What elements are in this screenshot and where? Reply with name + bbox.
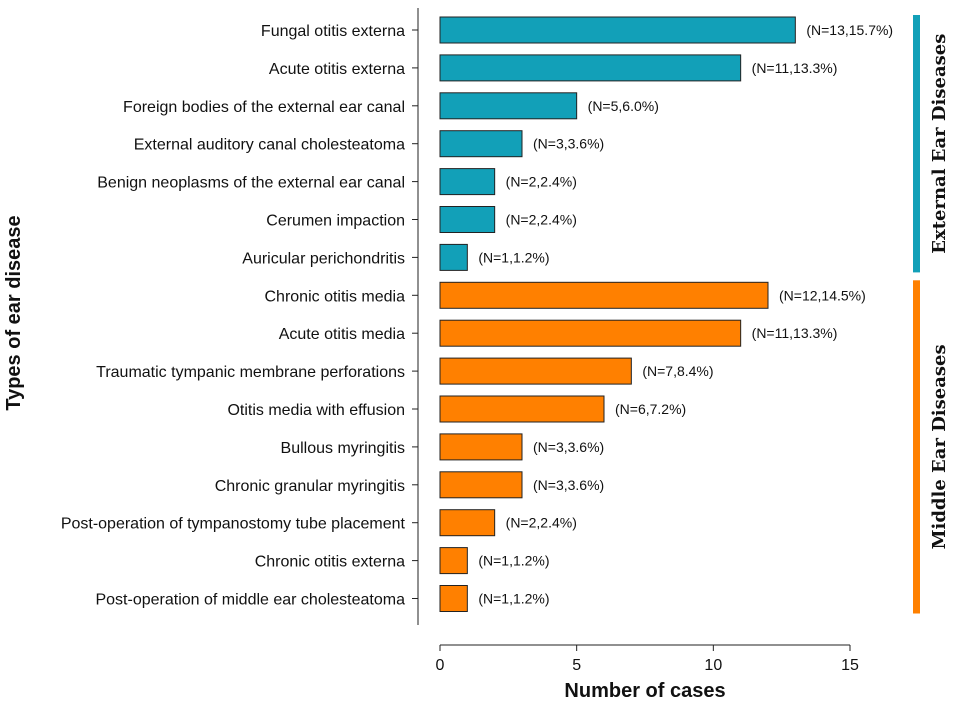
group-bracket xyxy=(913,280,920,614)
bar xyxy=(439,168,496,196)
category-label: Fungal otitis externa xyxy=(261,23,405,40)
category-label: Benign neoplasms of the external ear can… xyxy=(97,175,405,192)
bar xyxy=(439,54,742,82)
category-label: Cerumen impaction xyxy=(266,213,405,230)
category-label: Post-operation of tympanostomy tube plac… xyxy=(61,516,406,533)
data-label: (N=3,3.6%) xyxy=(533,477,604,493)
data-label: (N=2,2.4%) xyxy=(506,515,577,531)
data-label: (N=11,13.3%) xyxy=(752,325,838,341)
x-axis-title: Number of cases xyxy=(564,680,725,702)
category-label: Chronic otitis externa xyxy=(255,554,405,571)
data-label: (N=3,3.6%) xyxy=(533,136,604,152)
bar xyxy=(439,547,468,575)
category-label: Bullous myringitis xyxy=(281,440,405,457)
x-tick-label: 15 xyxy=(841,657,859,674)
data-label: (N=6,7.2%) xyxy=(615,401,686,417)
bar xyxy=(439,16,796,44)
bar xyxy=(439,471,523,499)
data-label: (N=1,1.2%) xyxy=(478,591,549,607)
data-label: (N=5,6.0%) xyxy=(588,98,659,114)
ticks-layer: 0 5 10 15 xyxy=(412,29,859,674)
group-title: External Ear Diseases xyxy=(929,34,950,254)
data-label: (N=3,3.6%) xyxy=(533,439,604,455)
x-tick-label: 10 xyxy=(704,657,722,674)
category-label: Otitis media with effusion xyxy=(227,402,405,419)
category-label: Acute otitis externa xyxy=(269,61,405,78)
data-label: (N=1,1.2%) xyxy=(478,249,549,265)
y-axis-title: Types of ear disease xyxy=(3,215,25,410)
data-label: (N=1,1.2%) xyxy=(478,553,549,569)
data-label: (N=7,8.4%) xyxy=(642,363,713,379)
bar xyxy=(439,585,468,612)
category-label: Foreign bodies of the external ear canal xyxy=(123,99,405,116)
category-label: Traumatic tympanic membrane perforations xyxy=(96,364,405,381)
x-tick-label: 0 xyxy=(436,657,445,674)
category-label: Chronic otitis media xyxy=(265,288,406,305)
bar xyxy=(439,509,496,537)
data-label: (N=11,13.3%) xyxy=(752,60,838,76)
bar xyxy=(439,319,742,347)
data-label: (N=12,14.5%) xyxy=(779,287,866,303)
group-bracket xyxy=(913,15,920,273)
bar xyxy=(439,357,632,385)
category-label: Acute otitis media xyxy=(279,326,405,343)
bars-layer xyxy=(439,16,796,612)
labels-layer: Fungal otitis externa (N=13,15.7%) Acute o… xyxy=(61,22,893,609)
group-annotations: External Ear Diseases Middle Ear Diseases xyxy=(913,15,950,614)
bar xyxy=(439,130,523,158)
bar xyxy=(439,92,578,120)
bar xyxy=(439,206,496,233)
bar xyxy=(439,281,769,309)
group-title: Middle Ear Diseases xyxy=(929,344,950,549)
bar xyxy=(439,433,523,461)
category-label: Auricular perichondritis xyxy=(242,250,405,267)
category-label: External auditory canal cholesteatoma xyxy=(134,137,405,154)
x-tick-label: 5 xyxy=(572,657,581,674)
category-label: Post-operation of middle ear cholesteato… xyxy=(95,592,405,609)
category-label: Chronic granular myringitis xyxy=(215,478,405,495)
data-label: (N=2,2.4%) xyxy=(506,212,577,228)
data-label: (N=13,15.7%) xyxy=(806,22,893,38)
bar xyxy=(439,243,468,271)
data-label: (N=2,2.4%) xyxy=(506,174,577,190)
bar xyxy=(439,395,605,423)
